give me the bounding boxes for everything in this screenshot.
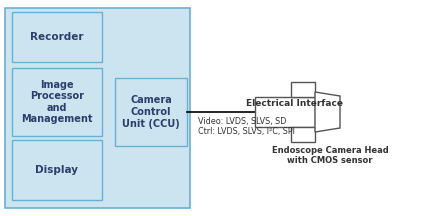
Bar (115, 78, 187, 146)
Bar (12, 68, 102, 136)
Bar (12, 12, 102, 62)
Text: Ctrl: LVDS, SLVS, I²C, SPI: Ctrl: LVDS, SLVS, I²C, SPI (197, 127, 294, 136)
Text: Display: Display (36, 165, 78, 175)
Text: Endoscope Camera Head
with CMOS sensor: Endoscope Camera Head with CMOS sensor (271, 146, 388, 165)
Bar (290, 82, 314, 97)
Bar (5, 8, 190, 208)
Bar (12, 140, 102, 200)
Text: Camera
Control
Unit (CCU): Camera Control Unit (CCU) (122, 95, 180, 129)
Text: Video: LVDS, SLVS, SD: Video: LVDS, SLVS, SD (197, 117, 286, 126)
Text: Recorder: Recorder (30, 32, 84, 42)
Bar (254, 97, 314, 127)
Polygon shape (314, 92, 339, 132)
Bar (290, 127, 314, 142)
Text: Electrical Interface: Electrical Interface (246, 99, 343, 108)
Text: Image
Processor
and
Management: Image Processor and Management (21, 80, 92, 124)
